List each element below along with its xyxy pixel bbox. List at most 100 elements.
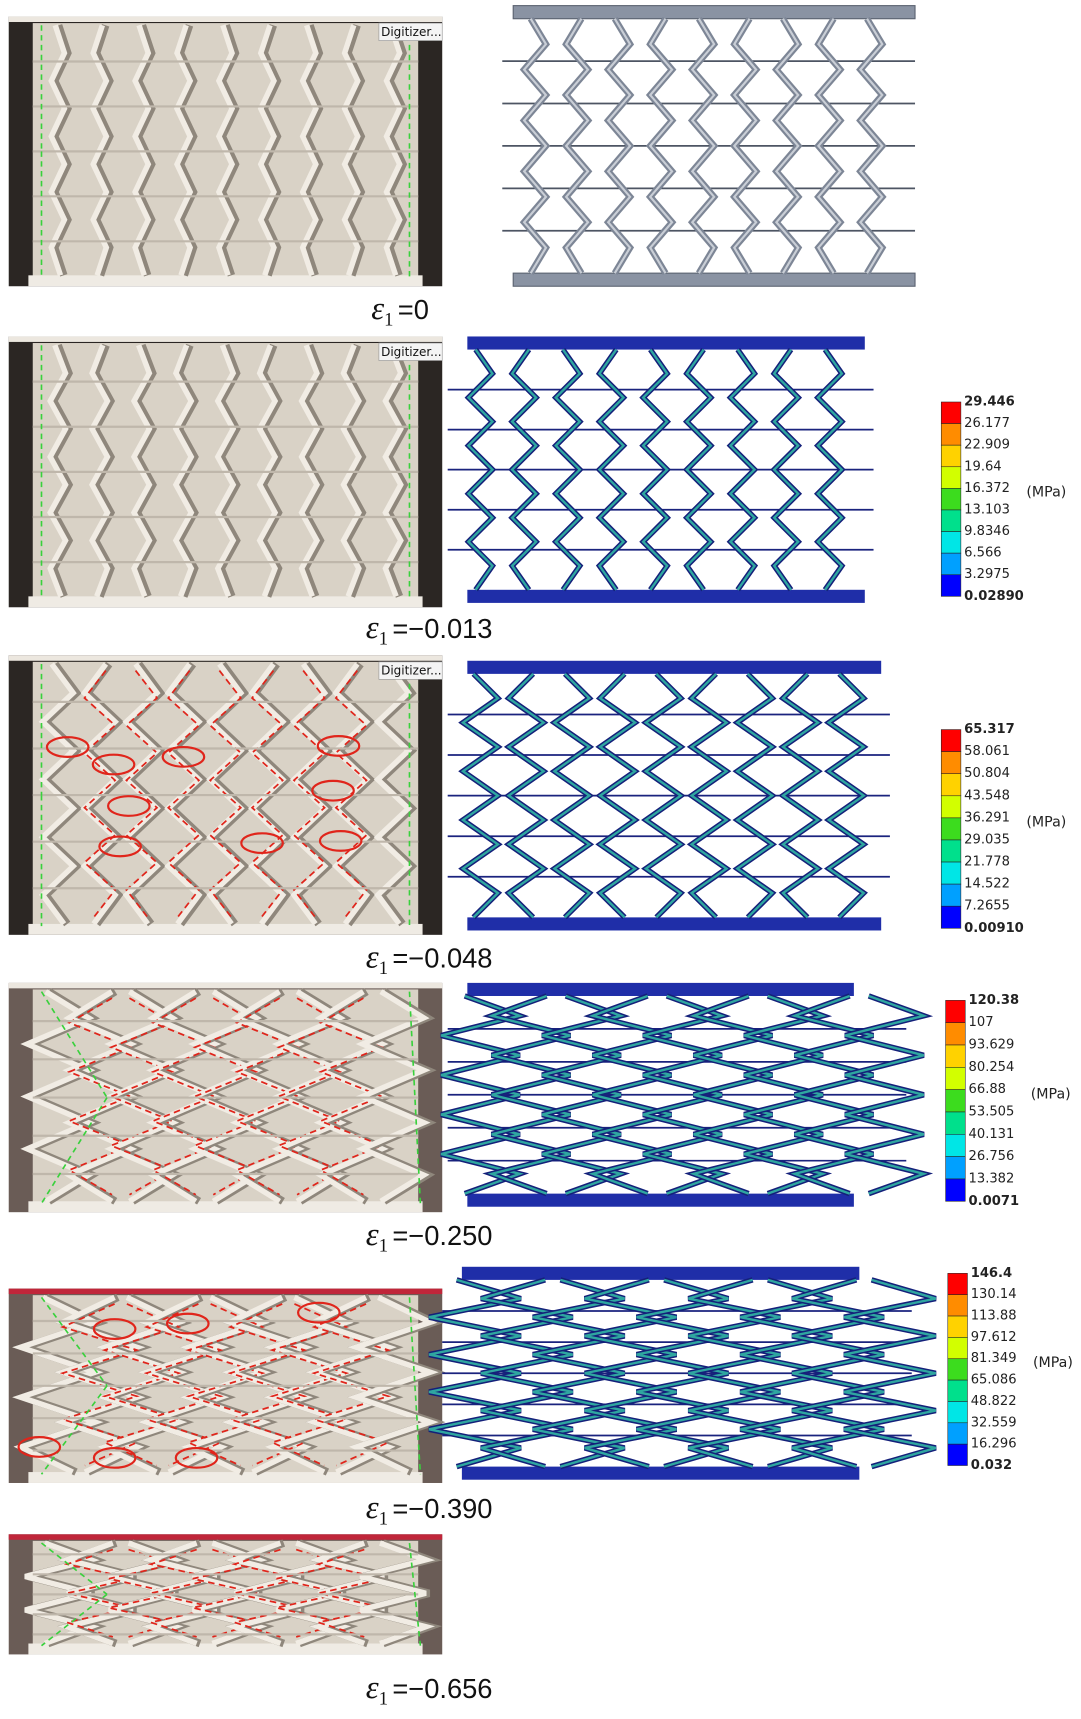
colorbar-label: 13.103	[964, 502, 1010, 517]
strain-subscript: 1	[379, 958, 388, 979]
colorbar-label: 50.804	[964, 766, 1010, 781]
colorbar-segment	[941, 884, 961, 906]
colorbar-segment	[941, 818, 961, 840]
colorbar-label: 107	[969, 1015, 994, 1030]
strain-subscript: 1	[379, 1235, 388, 1256]
specimen-photo	[9, 1534, 442, 1654]
bottom-plate	[467, 1194, 854, 1207]
colorbar: 120.3810793.62980.25466.8853.50540.13126…	[946, 993, 1071, 1209]
colorbar-segment	[946, 1000, 966, 1022]
bottom-plate	[467, 917, 881, 930]
colorbar-segment	[941, 774, 961, 796]
colorbar-label: 13.382	[969, 1171, 1015, 1186]
platen-bottom	[28, 924, 422, 935]
colorbar-segment	[941, 402, 961, 424]
colorbar-label: 40.131	[969, 1127, 1015, 1142]
specimen-photo: Digitizer...	[9, 17, 442, 287]
specimen-photo	[9, 983, 442, 1212]
colorbar-label: 130.14	[971, 1287, 1017, 1302]
colorbar-segment	[941, 575, 961, 597]
colorbar-label: 113.88	[971, 1309, 1017, 1324]
colorbar-label: 36.291	[964, 810, 1010, 825]
colorbar-label: 7.2655	[964, 899, 1010, 914]
simulation-result	[441, 983, 924, 1207]
strain-caption: ε1=−0.656	[366, 1670, 493, 1710]
strain-caption: ε1=−0.013	[366, 610, 493, 650]
colorbar-unit: (MPa)	[1031, 1086, 1071, 1102]
colorbar-label: 16.296	[971, 1437, 1017, 1452]
colorbar-label: 3.2975	[964, 567, 1010, 582]
colorbar-segment	[941, 906, 961, 928]
top-plate	[467, 661, 881, 674]
strain-value: =0	[398, 294, 429, 325]
strain-symbol: ε	[366, 1670, 379, 1706]
strain-value: =−0.013	[392, 613, 492, 644]
colorbar-label: 48.822	[971, 1394, 1017, 1409]
strain-value: =−0.250	[392, 1220, 492, 1251]
colorbar-segment	[946, 1045, 966, 1067]
colorbar-unit: (MPa)	[1026, 485, 1066, 501]
colorbar: 65.31758.06150.80443.54836.29129.03521.7…	[941, 722, 1066, 936]
strain-caption: ε1=0	[371, 291, 429, 331]
simulation-result	[448, 661, 890, 931]
colorbar-label: 66.88	[969, 1082, 1007, 1097]
strain-symbol: ε	[366, 610, 379, 646]
specimen-photo	[9, 1289, 442, 1483]
colorbar-label: 16.372	[964, 481, 1010, 496]
colorbar-label: 0.00910	[964, 921, 1024, 936]
strain-subscript: 1	[379, 1689, 388, 1710]
strain-symbol: ε	[366, 1490, 379, 1526]
platen-bottom	[28, 596, 422, 607]
platen-top	[9, 336, 442, 341]
strain-subscript: 1	[384, 310, 393, 331]
platen-top	[9, 1534, 442, 1539]
colorbar-segment	[941, 752, 961, 774]
colorbar-label: 6.566	[964, 546, 1002, 561]
colorbar-label: 81.349	[971, 1351, 1017, 1366]
colorbar-segment	[948, 1380, 968, 1401]
colorbar-segment	[941, 796, 961, 818]
colorbar-label: 53.505	[969, 1104, 1015, 1119]
specimen-photo: Digitizer...	[9, 655, 442, 935]
strain-value: =−0.390	[392, 1493, 492, 1524]
colorbar-segment	[948, 1295, 968, 1316]
colorbar-segment	[946, 1023, 966, 1045]
colorbar: 29.44626.17722.90919.6416.37213.1039.834…	[941, 394, 1066, 603]
strain-symbol: ε	[366, 1217, 379, 1253]
colorbar-label: 9.8346	[964, 524, 1010, 539]
colorbar-label: 43.548	[964, 788, 1010, 803]
top-plate	[467, 983, 854, 996]
colorbar-label: 0.0071	[969, 1194, 1020, 1209]
strain-symbol: ε	[371, 291, 384, 327]
colorbar-segment	[948, 1359, 968, 1380]
bottom-plate	[462, 1467, 859, 1480]
colorbar-label: 29.446	[964, 394, 1015, 409]
colorbar-segment	[946, 1134, 966, 1156]
page: {"panels": [ {"photo_label": "Digitizer.…	[0, 0, 1081, 1719]
top-plate	[467, 336, 864, 349]
colorbar-label: 32.559	[971, 1415, 1017, 1430]
panel-row: Digitizer...65.31758.06150.80443.54836.2…	[9, 655, 1067, 979]
colorbar-label: 19.64	[964, 459, 1002, 474]
colorbar-segment	[948, 1444, 968, 1465]
colorbar-label: 21.778	[964, 855, 1010, 870]
panel-row: 146.4130.14113.8897.61281.34965.08648.82…	[9, 1266, 1073, 1530]
strain-subscript: 1	[379, 628, 388, 649]
colorbar-segment	[941, 424, 961, 446]
colorbar-segment	[948, 1316, 968, 1337]
colorbar-segment	[941, 532, 961, 554]
colorbar-segment	[946, 1090, 966, 1112]
figure: Digitizer...ε1=0Digitizer...29.44626.177…	[0, 0, 1081, 1719]
colorbar-segment	[941, 862, 961, 884]
colorbar-label: 80.254	[969, 1060, 1015, 1075]
colorbar-segment	[946, 1179, 966, 1201]
colorbar-unit: (MPa)	[1026, 814, 1066, 830]
platen-bottom	[28, 275, 422, 286]
colorbar-segment	[941, 840, 961, 862]
specimen-photo: Digitizer...	[9, 336, 442, 607]
strain-value: =−0.656	[392, 1673, 492, 1704]
colorbar-segment	[941, 510, 961, 532]
colorbar-label: 93.629	[969, 1038, 1015, 1053]
strain-caption: ε1=−0.048	[366, 940, 493, 980]
strain-caption: ε1=−0.250	[366, 1217, 493, 1257]
